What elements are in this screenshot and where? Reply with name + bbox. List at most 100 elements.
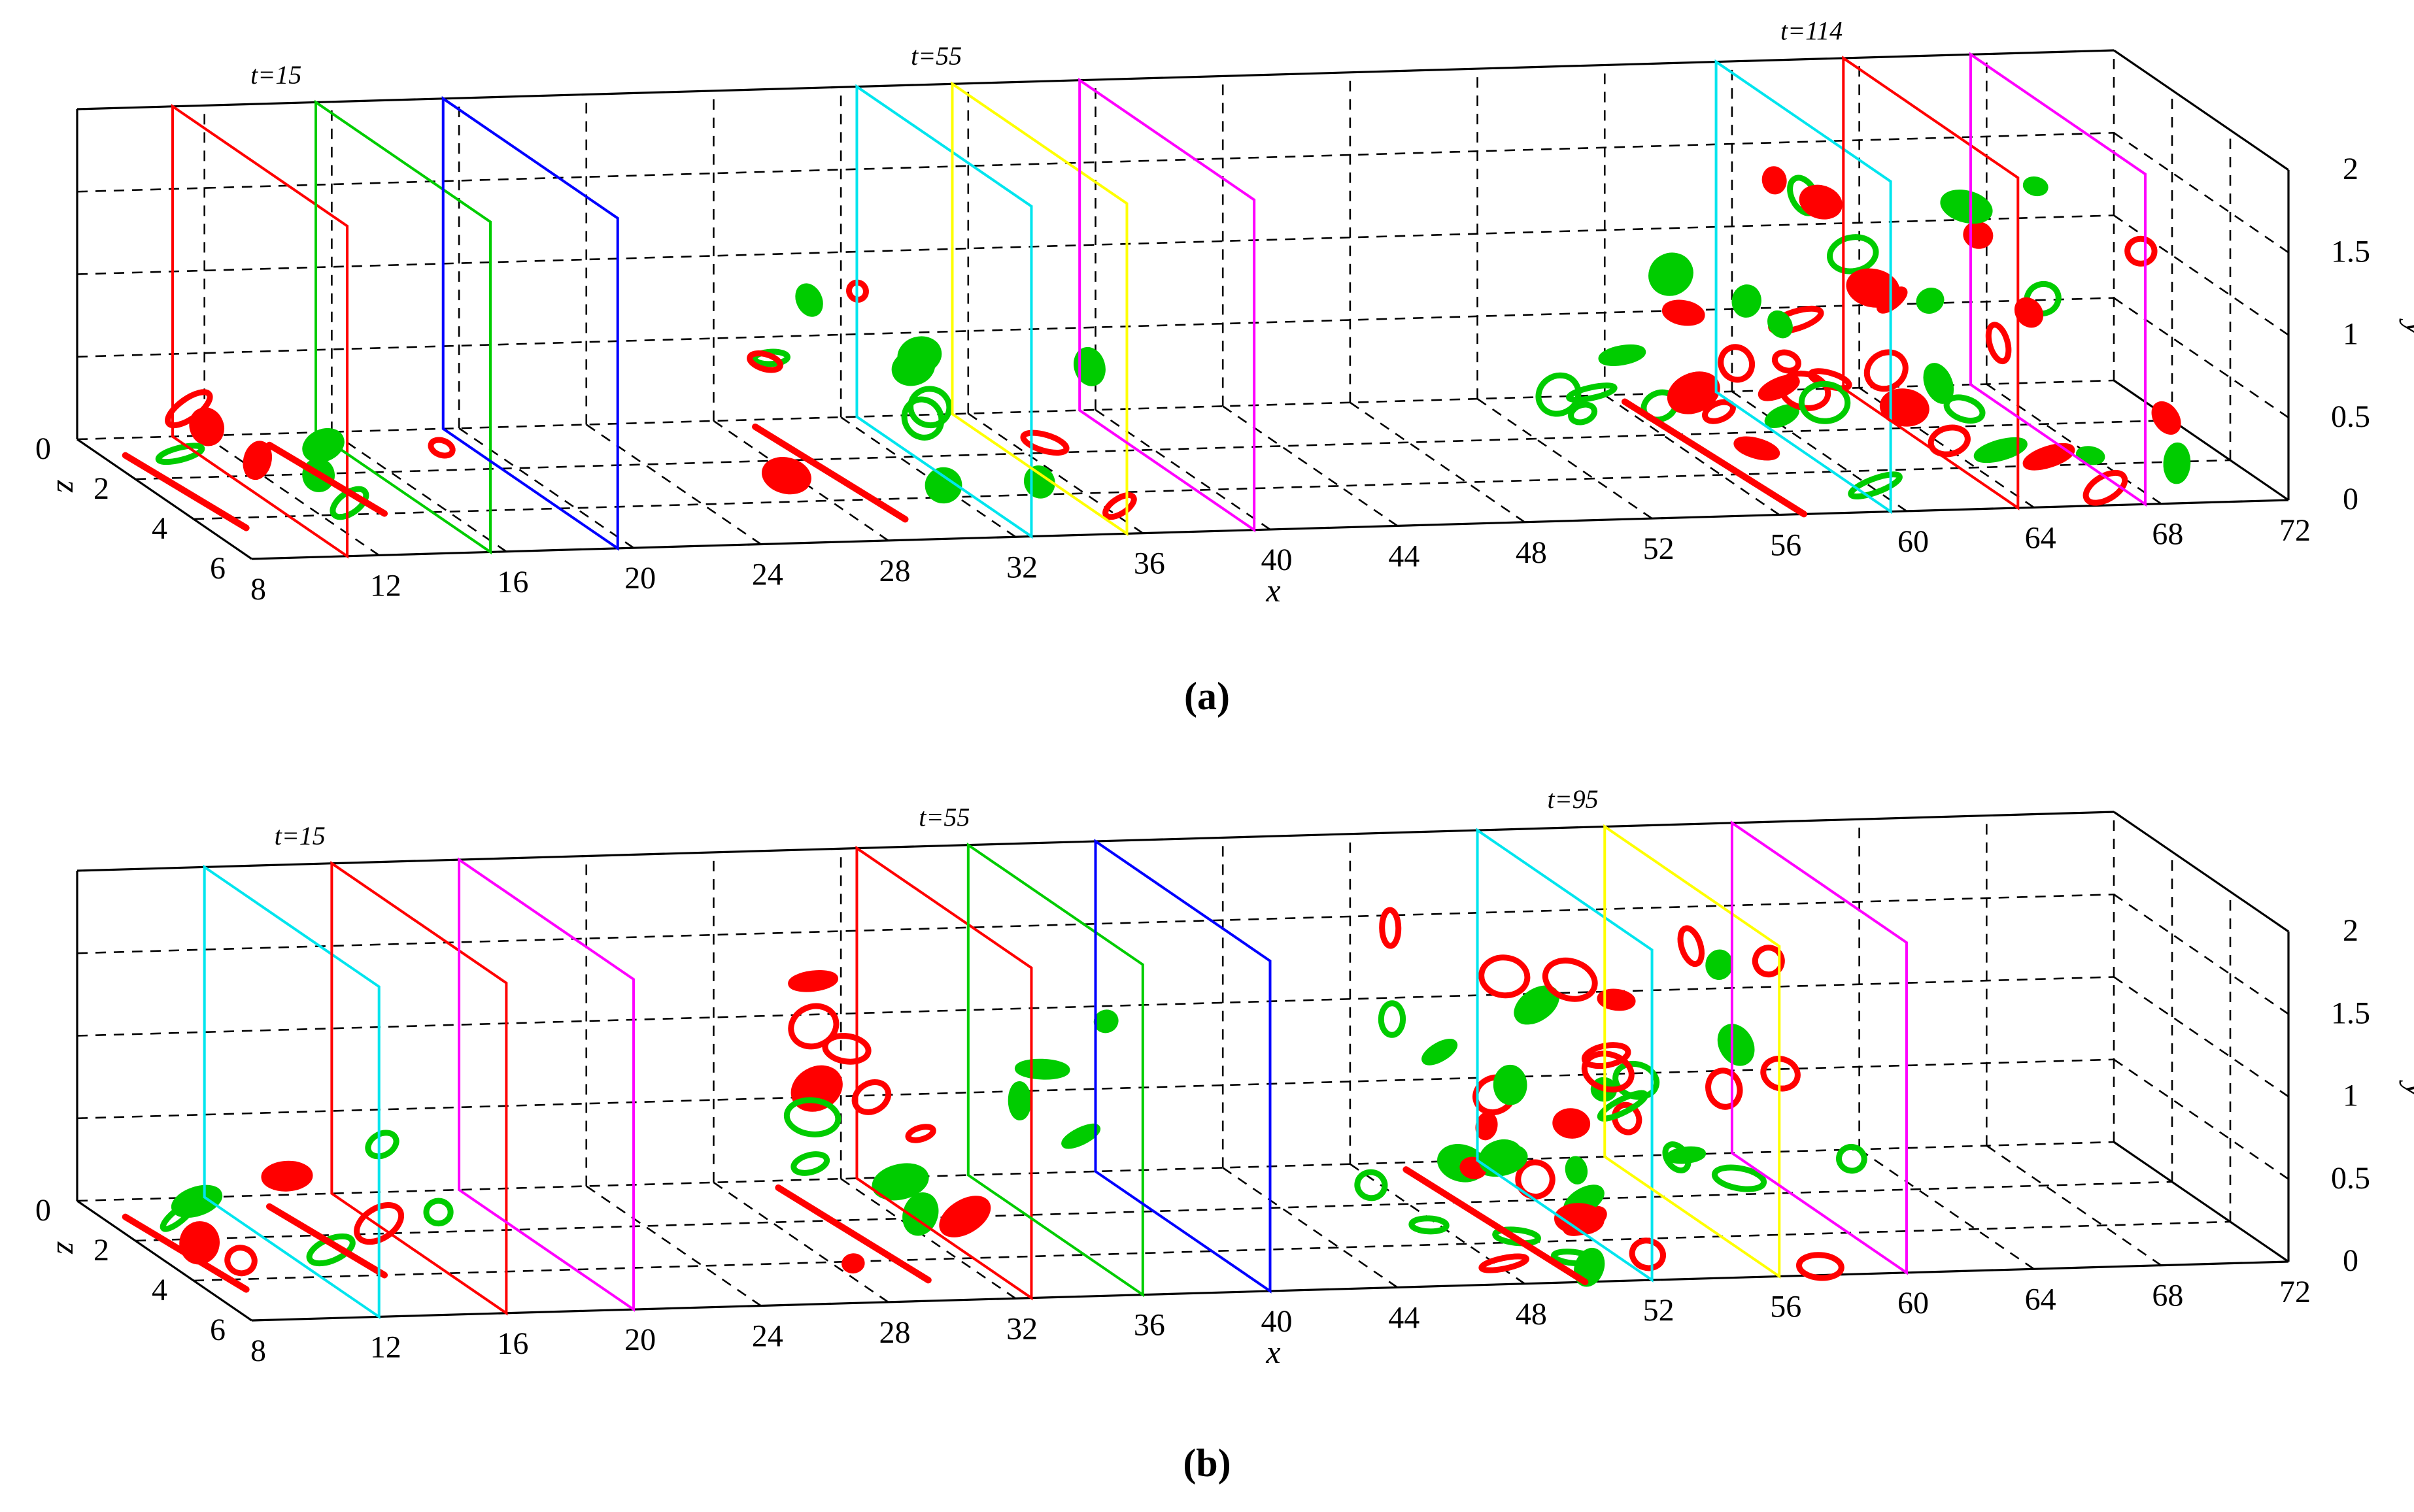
x-tick-label: 40 xyxy=(1261,543,1293,577)
z-tick-label: 4 xyxy=(152,1273,167,1307)
x-tick-label: 8 xyxy=(250,1334,266,1368)
x-tick-label: 24 xyxy=(752,558,783,592)
y-tick-label: 1.5 xyxy=(2331,996,2370,1030)
slice-plane xyxy=(441,96,619,551)
isosurface-blob xyxy=(1923,363,1954,404)
y-tick-label: 0.5 xyxy=(2331,1161,2370,1196)
grid-line xyxy=(76,297,2115,358)
grid-line xyxy=(458,428,634,549)
isosurface-blob xyxy=(1879,388,1930,427)
x-tick-label: 52 xyxy=(1643,1293,1674,1328)
x-tick-label: 44 xyxy=(1388,539,1420,573)
slice-plane xyxy=(458,857,636,1312)
isosurface-blob xyxy=(330,486,369,520)
isosurface-blob xyxy=(761,457,811,495)
grid-line xyxy=(586,424,762,545)
isosurface-streak xyxy=(1402,1166,1589,1286)
isosurface-blob xyxy=(2163,442,2191,484)
x-tick-label: 56 xyxy=(1770,1290,1801,1324)
grid-line xyxy=(1222,1167,1398,1288)
grid-line xyxy=(2113,976,2289,1098)
time-label: t=15 xyxy=(275,821,326,850)
isosurface-blob xyxy=(1581,1050,1635,1093)
isosurface-blob xyxy=(1565,1156,1588,1184)
isosurface-blob xyxy=(908,386,953,429)
isosurface-blob xyxy=(1767,310,1793,339)
y-tick-label: 1 xyxy=(2343,1079,2358,1113)
x-tick-label: 28 xyxy=(879,1315,910,1350)
isosurface-blob xyxy=(1943,394,1986,424)
isosurface-blob xyxy=(1771,349,1801,374)
isosurface-blob xyxy=(795,283,823,317)
box-edge xyxy=(2113,811,2289,933)
isosurface-blob xyxy=(790,1151,830,1176)
x-tick-label: 20 xyxy=(624,561,656,596)
isosurface-blob xyxy=(1552,1108,1591,1139)
x-tick-label: 28 xyxy=(879,554,910,588)
isosurface-blob xyxy=(1408,1215,1450,1235)
isosurface-blob xyxy=(1973,437,2028,463)
time-label: t=55 xyxy=(919,803,970,832)
isosurface-blob xyxy=(1963,221,1994,249)
isosurface-blob xyxy=(2124,235,2158,267)
z-tick-label: 0 xyxy=(35,1193,51,1228)
grid-line xyxy=(76,131,2115,193)
isosurface-blob xyxy=(1597,1090,1649,1122)
isosurface-blob xyxy=(243,441,272,480)
isosurface-blob xyxy=(224,1245,258,1277)
isosurface-blob xyxy=(1611,1101,1642,1135)
box-edge xyxy=(2113,49,2289,171)
isosurface-blob xyxy=(302,428,345,463)
x-tick-label: 44 xyxy=(1388,1300,1420,1335)
x-tick-label: 20 xyxy=(624,1322,656,1357)
slice-plane xyxy=(1094,839,1272,1294)
grid-line xyxy=(193,1220,2231,1282)
isosurface-blob xyxy=(1985,322,2012,365)
x-tick-label: 48 xyxy=(1516,535,1547,570)
isosurface-blob xyxy=(1008,1081,1032,1120)
grid-line xyxy=(586,1185,762,1307)
y-tick-label: 0.5 xyxy=(2331,399,2370,434)
isosurface-blob xyxy=(822,1033,872,1065)
isosurface-blob xyxy=(1648,252,1693,296)
isosurface-blob xyxy=(897,336,942,375)
isosurface-blob xyxy=(1093,1009,1119,1033)
x-axis-label: x xyxy=(1265,572,1280,609)
isosurface-blob xyxy=(2082,469,2128,506)
isosurface-streak xyxy=(122,452,250,531)
x-tick-label: 32 xyxy=(1006,550,1038,584)
isosurface-blob xyxy=(1061,1123,1101,1149)
panel-label: (b) xyxy=(1183,1441,1231,1485)
isosurface-blob xyxy=(1731,284,1761,318)
panel-b: t=15t=55t=958 12 16 20 24 28 32 36 40 44 48 52 56 60 6… xyxy=(35,784,2414,1485)
isosurface-blob xyxy=(1717,1024,1755,1066)
isosurface-streak xyxy=(265,1203,388,1279)
grid-line xyxy=(193,459,2231,520)
x-tick-label: 68 xyxy=(2152,1279,2183,1313)
y-tick-label: 2 xyxy=(2343,152,2358,186)
grid-line xyxy=(2113,214,2289,336)
isosurface-blob xyxy=(1662,1141,1692,1173)
x-tick-label: 52 xyxy=(1643,531,1674,566)
slice-plane xyxy=(171,103,349,559)
slice-plane xyxy=(855,845,1033,1301)
panel-label: (a) xyxy=(1184,675,1230,718)
z-tick-label: 2 xyxy=(94,471,109,506)
x-tick-label: 36 xyxy=(1134,546,1165,581)
isosurface-blob xyxy=(189,407,224,446)
isosurface-blob xyxy=(1826,234,1879,275)
time-label: t=55 xyxy=(911,41,962,71)
isosurface-blob xyxy=(1102,492,1137,520)
x-tick-label: 60 xyxy=(1897,1286,1929,1320)
isosurface-blob xyxy=(1848,471,1903,499)
slice-plane xyxy=(1730,820,1908,1275)
box-edge xyxy=(76,379,2115,441)
y-tick-label: 1.5 xyxy=(2331,234,2370,269)
slice-plane xyxy=(314,99,492,555)
slice-plane xyxy=(1078,77,1256,533)
isosurface-blob xyxy=(1798,380,1851,424)
isosurface-blob xyxy=(1677,925,1705,967)
grid-line xyxy=(1476,398,1653,520)
isosurface-blob xyxy=(354,1202,405,1245)
